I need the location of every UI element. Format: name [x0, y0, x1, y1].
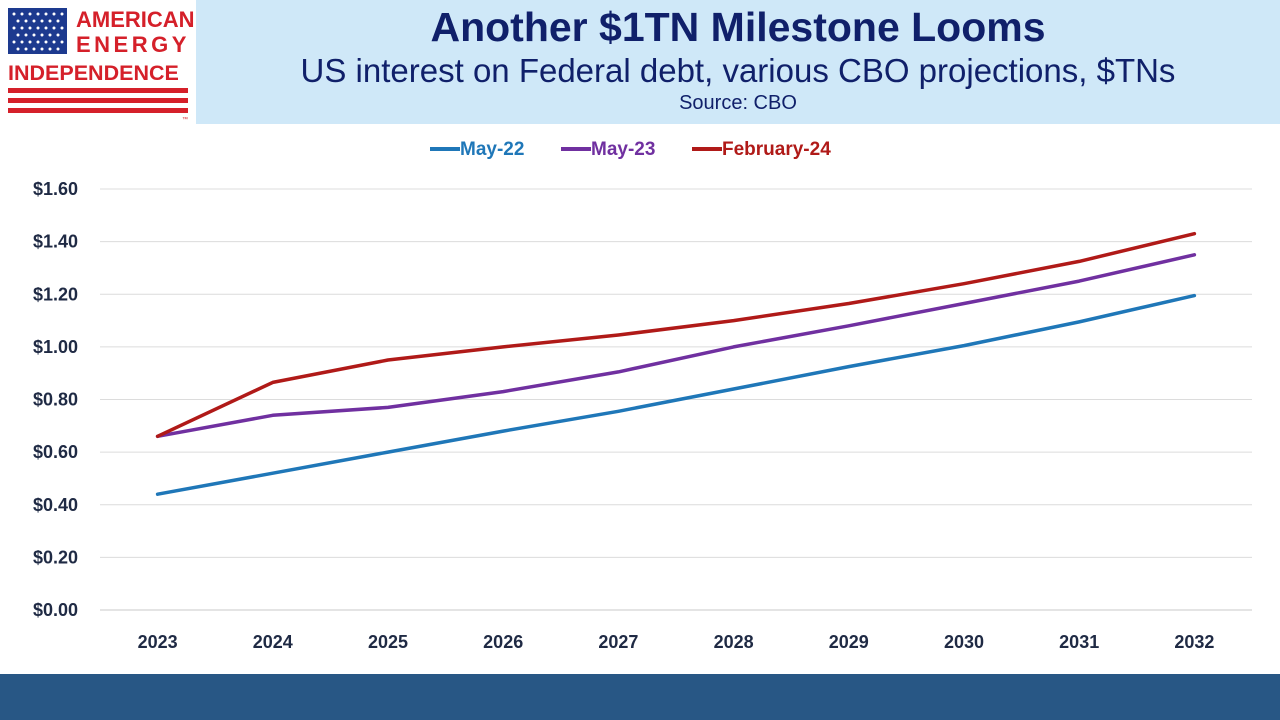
series-line-may-23 [155, 253, 1197, 439]
logo-text-independence: INDEPENDENCE [8, 61, 179, 85]
y-tick-label: $1.60 [33, 179, 78, 199]
series-line-february-24 [155, 231, 1197, 439]
flag-stars [12, 12, 64, 51]
logo-trademark: ™ [182, 116, 188, 123]
x-tick-label: 2024 [253, 632, 293, 652]
y-tick-label: $0.20 [33, 547, 78, 567]
y-tick-label: $0.40 [33, 495, 78, 515]
logo-stripe-1 [8, 88, 188, 93]
line-chart: $0.00 $0.20 $0.40 $0.60 $0.80 $1.00 $1.20 $1.40… [33, 139, 1252, 652]
legend: May-22 May-23 February-24 [430, 139, 831, 160]
y-tick-label: $0.80 [33, 390, 78, 410]
x-tick-label: 2032 [1174, 632, 1214, 652]
american-energy-independence-logo: AMERICAN ENERGY INDEPENDENCE ™ [8, 7, 195, 123]
x-tick-label: 2027 [598, 632, 638, 652]
flag-canton [8, 8, 67, 54]
logo-stripe-2 [8, 98, 188, 103]
x-tick-label: 2028 [714, 632, 754, 652]
legend-label: May-22 [460, 139, 524, 160]
x-tick-label: 2031 [1059, 632, 1099, 652]
y-tick-label: $1.00 [33, 337, 78, 357]
legend-label: February-24 [722, 139, 831, 160]
logo: AMERICAN ENERGY INDEPENDENCE ™ [0, 0, 196, 124]
legend-label: May-23 [591, 139, 655, 160]
logo-text-american: AMERICAN [76, 7, 195, 32]
page-subtitle: US interest on Federal debt, various CBO… [300, 52, 1176, 89]
x-tick-label: 2026 [483, 632, 523, 652]
x-tick-label: 2030 [944, 632, 984, 652]
footer-bar [0, 674, 1280, 720]
x-tick-label: 2025 [368, 632, 408, 652]
x-axis-ticks: 2023 2024 2025 2026 2027 2028 2029 2030 2031 2032 [138, 632, 1215, 652]
x-tick-label: 2029 [829, 632, 869, 652]
x-tick-label: 2023 [138, 632, 178, 652]
y-axis-ticks: $0.00 $0.20 $0.40 $0.60 $0.80 $1.00 $1.20 $1.40… [33, 179, 78, 620]
header-banner: Another $1TN Milestone Looms US interest… [196, 0, 1280, 124]
series-lines [155, 231, 1197, 496]
series-line-may-22 [155, 293, 1197, 496]
y-tick-label: $1.20 [33, 284, 78, 304]
source-note: Source: CBO [679, 92, 797, 114]
y-tick-label: $0.00 [33, 600, 78, 620]
page-title: Another $1TN Milestone Looms [430, 4, 1046, 50]
y-tick-label: $1.40 [33, 232, 78, 252]
logo-text-energy: ENERGY [76, 32, 190, 57]
y-tick-label: $0.60 [33, 442, 78, 462]
logo-stripe-3 [8, 108, 188, 113]
